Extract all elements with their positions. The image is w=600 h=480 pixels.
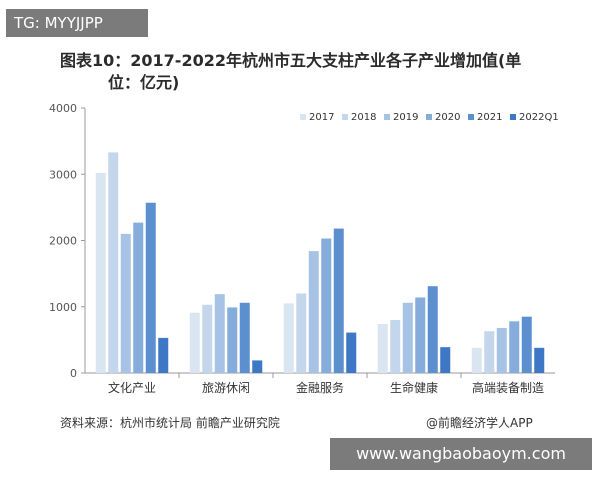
- legend-swatch: [300, 114, 306, 120]
- legend-swatch: [510, 114, 516, 120]
- bar: [377, 323, 388, 373]
- bar: [427, 286, 438, 373]
- bar: [415, 297, 426, 373]
- bar: [133, 222, 144, 373]
- bar: [390, 320, 401, 373]
- bar: [283, 303, 294, 373]
- y-tick-label: 3000: [49, 168, 77, 181]
- legend-swatch: [426, 114, 432, 120]
- legend-label: 2021: [477, 112, 502, 123]
- bar: [158, 337, 169, 373]
- bar: [333, 228, 344, 373]
- legend: 2017 2018 2019 2020 2021 2022Q1: [300, 112, 559, 123]
- bar: [227, 307, 238, 373]
- bar: [239, 302, 250, 373]
- data-source: 资料来源：杭州市统计局 前瞻产业研究院: [60, 416, 280, 430]
- bar: [252, 360, 263, 373]
- bar: [296, 293, 307, 373]
- bar: [145, 202, 156, 373]
- axis-layer: 0 1000 2000 3000 4000 文化产业 旅游休闲 金融服务 生命健康 高端装备制造: [49, 102, 555, 395]
- bar: [471, 347, 482, 373]
- bar: [202, 304, 213, 373]
- x-tick-label: 文化产业: [108, 380, 156, 395]
- legend-swatch: [384, 114, 390, 120]
- bar: [120, 233, 131, 373]
- chart-title: 图表10：2017-2022年杭州市五大支柱产业各子产业增加值(单: [60, 51, 522, 70]
- bar: [308, 251, 319, 373]
- x-tick-label: 高端装备制造: [472, 380, 544, 395]
- y-tick-label: 0: [70, 367, 77, 380]
- y-tick-label: 2000: [49, 235, 77, 248]
- y-tick-label: 4000: [49, 102, 77, 115]
- publisher-credit: @前瞻经济学人APP: [426, 416, 533, 430]
- y-tick-label: 1000: [49, 301, 77, 314]
- site-url-banner: www.wangbaobaoym.com: [330, 438, 592, 470]
- legend-label: 2019: [393, 112, 418, 123]
- legend-label: 2018: [351, 112, 376, 123]
- legend-label: 2017: [309, 112, 334, 123]
- bar-layer: [95, 152, 545, 373]
- chart-subtitle: 位：亿元): [108, 73, 180, 92]
- x-tick-label: 生命健康: [390, 380, 438, 395]
- bar: [189, 312, 200, 373]
- bar: [521, 316, 532, 373]
- bar: [440, 347, 451, 373]
- bar: [484, 331, 495, 373]
- x-tick-label: 金融服务: [296, 380, 344, 395]
- bar: [402, 302, 413, 373]
- bar: [346, 332, 357, 373]
- x-tick-label: 旅游休闲: [202, 381, 250, 395]
- bar: [509, 321, 520, 373]
- tg-watermark-tag: TG: MYYJJPP: [6, 9, 148, 37]
- legend-swatch: [468, 114, 474, 120]
- legend-swatch: [342, 114, 348, 120]
- legend-label: 2022Q1: [519, 112, 559, 123]
- legend-label: 2020: [435, 112, 460, 123]
- bar: [496, 327, 507, 373]
- bar: [321, 238, 332, 373]
- bar: [214, 294, 225, 373]
- bar: [534, 347, 545, 373]
- bar: [95, 172, 106, 373]
- bar: [108, 152, 119, 373]
